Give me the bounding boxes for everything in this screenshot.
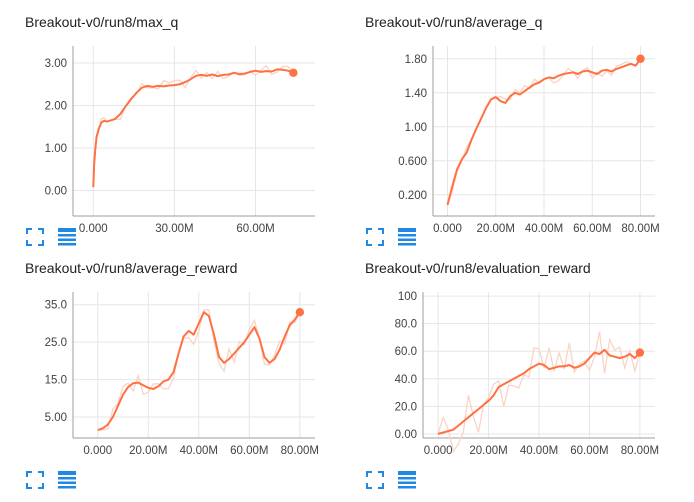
x-tick-label: 40.00M — [180, 445, 218, 457]
chart-title: Breakout-v0/run8/average_q — [365, 14, 543, 30]
x-tick-label: 80.00M — [621, 223, 659, 235]
data-table-icon — [58, 471, 76, 489]
y-tick-label: 2.00 — [45, 101, 67, 113]
y-tick-label: 0.200 — [398, 190, 427, 202]
chart-card-average-reward: Breakout-v0/run8/average_reward 5.00 15.0… — [25, 260, 325, 500]
data-table-icon — [398, 228, 416, 246]
last-value-point — [635, 348, 645, 357]
x-tick-label: 30.00M — [155, 223, 193, 235]
chart-plot: 0.00 20.0 40.0 60.0 80.0 100 0.000 20.00M 40.00M… — [395, 291, 659, 457]
y-tick-label: 0.600 — [398, 156, 427, 168]
x-tick-label: 80.00M — [621, 445, 659, 457]
y-tick-label: 1.00 — [405, 122, 427, 134]
x-tick-label: 40.00M — [525, 223, 563, 235]
y-tick-label: 3.00 — [45, 58, 67, 70]
y-tick-label: 25.0 — [45, 337, 67, 349]
x-tick-label: 60.00M — [570, 445, 608, 457]
y-tick-label: 15.0 — [45, 375, 67, 387]
expand-button[interactable] — [365, 470, 385, 490]
x-tick-label: 60.00M — [573, 223, 611, 235]
chart-plot: 0.00 1.00 2.00 3.00 0.000 30.00M 60.00M — [45, 46, 315, 235]
chart-plot: 0.200 0.600 1.00 1.40 1.80 0.000 20.00M 40.00M 6… — [398, 46, 660, 235]
y-tick-label: 0.00 — [45, 186, 67, 198]
raw-series-line — [92, 64, 294, 188]
x-tick-label: 40.00M — [520, 445, 558, 457]
chart-title: Breakout-v0/run8/max_q — [25, 14, 179, 30]
toggle-data-table-button[interactable] — [57, 470, 77, 490]
series-line — [446, 58, 642, 206]
y-tick-label: 1.00 — [45, 143, 67, 155]
y-tick-label: 60.0 — [395, 346, 417, 358]
data-table-icon — [398, 471, 416, 489]
x-tick-label: 0.000 — [424, 445, 453, 457]
x-tick-label: 20.00M — [477, 223, 515, 235]
chart-card-average-q: Breakout-v0/run8/average_q 0.200 0.600 1.0… — [365, 14, 665, 254]
fullscreen-icon — [366, 471, 384, 489]
x-tick-label: 80.00M — [281, 445, 319, 457]
x-tick-label: 0.000 — [83, 445, 112, 457]
y-tick-label: 1.80 — [405, 54, 427, 66]
x-tick-label: 20.00M — [129, 445, 167, 457]
expand-button[interactable] — [365, 227, 385, 247]
y-tick-label: 0.00 — [395, 429, 417, 441]
chart-title: Breakout-v0/run8/evaluation_reward — [365, 260, 591, 276]
data-table-icon — [58, 228, 76, 246]
raw-series-line — [97, 309, 301, 431]
toggle-data-table-button[interactable] — [397, 227, 417, 247]
last-value-point — [289, 68, 298, 77]
chart-title: Breakout-v0/run8/average_reward — [25, 260, 238, 276]
raw-series-line — [437, 331, 641, 454]
chart-plot: 5.00 15.0 25.0 35.0 0.000 20.00M 40.00M 60.00M 8… — [45, 292, 319, 457]
y-tick-label: 5.00 — [45, 412, 67, 424]
expand-button[interactable] — [25, 227, 45, 247]
x-tick-label: 60.00M — [236, 223, 274, 235]
series-line — [92, 68, 294, 188]
x-tick-label: 20.00M — [469, 445, 507, 457]
y-tick-label: 40.0 — [395, 374, 417, 386]
fullscreen-icon — [26, 471, 44, 489]
chart-card-max-q: Breakout-v0/run8/max_q 0.00 1.00 2.00 3.00 0… — [25, 14, 325, 254]
toggle-data-table-button[interactable] — [57, 227, 77, 247]
last-value-point — [636, 54, 645, 63]
expand-button[interactable] — [25, 470, 45, 490]
series-line — [97, 311, 301, 432]
x-tick-label: 60.00M — [230, 445, 268, 457]
x-tick-label: 0.000 — [433, 223, 462, 235]
y-tick-label: 20.0 — [395, 401, 417, 413]
y-tick-label: 35.0 — [45, 300, 67, 312]
x-tick-label: 0.000 — [79, 223, 108, 235]
fullscreen-icon — [366, 228, 384, 246]
fullscreen-icon — [26, 228, 44, 246]
y-tick-label: 100 — [398, 291, 417, 303]
toggle-data-table-button[interactable] — [397, 470, 417, 490]
chart-card-evaluation-reward: Breakout-v0/run8/evaluation_reward 0.00 2… — [365, 260, 665, 500]
y-tick-label: 1.40 — [405, 88, 427, 100]
y-tick-label: 80.0 — [395, 319, 417, 331]
last-value-point — [295, 308, 305, 317]
series-line — [437, 348, 641, 435]
